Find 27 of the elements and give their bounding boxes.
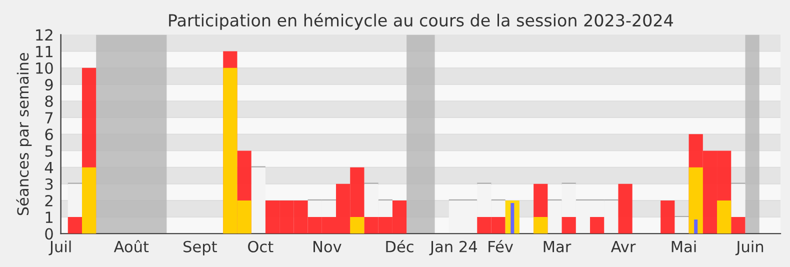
y-tick-label: 7 [45, 112, 53, 124]
x-tick-label: Août [114, 240, 149, 252]
y-tick-label: 2 [45, 194, 52, 206]
y-axis-title: Séances par semaine [16, 53, 32, 216]
y-tick-label: 8 [45, 95, 53, 108]
x-tick-label: Sept [184, 240, 217, 256]
y-tick-label: 3 [45, 178, 53, 190]
y-tick-label: 11 [36, 46, 52, 58]
x-tick-label: Jan 24 [429, 240, 478, 256]
y-tick-label: 0 [45, 228, 53, 240]
y-tick-label: 6 [45, 128, 53, 140]
x-tick-label: Juil [48, 240, 71, 256]
x-tick-label: Mar [544, 241, 572, 252]
y-tick-label: 5 [45, 145, 53, 157]
x-tick-label: Avr [610, 241, 636, 252]
y-tick-label: 1 [46, 212, 52, 223]
y-tick-label: 9 [45, 78, 53, 90]
x-tick-label: Déc [386, 240, 414, 252]
chart-title: Participation en hémicycle au cours de la session 2023-2024 [169, 13, 673, 30]
x-tick-label: Nov [314, 241, 342, 252]
x-tick-label: Oct [248, 240, 274, 252]
y-tick-label: 12 [36, 29, 52, 41]
y-tick-label: 10 [36, 62, 53, 74]
y-tick-label: 4 [44, 162, 54, 174]
x-tick-label: Mai [672, 240, 696, 252]
x-tick-label: Juin [735, 240, 764, 256]
x-tick-label: Fév [488, 240, 514, 252]
